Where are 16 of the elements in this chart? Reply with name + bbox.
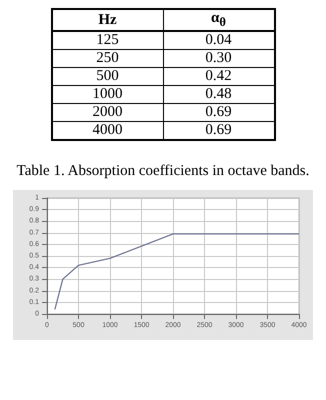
category-label: 2000 [52, 104, 163, 122]
category-label: 1000 [52, 86, 163, 104]
text: 0.30 [205, 50, 232, 66]
caption: Table 1. Absorption coefficients in octave bands. [16, 163, 310, 180]
text: 0.04 [205, 32, 232, 48]
category-label: 4000 [52, 122, 163, 140]
text: 0.69 [205, 122, 232, 138]
text: α$_{θ}$ [163, 9, 274, 31]
text: 0.48 [205, 86, 232, 102]
category-label: 500 [52, 68, 163, 86]
text: Hz [52, 9, 163, 31]
category-label: 250 [52, 50, 163, 68]
text: 0.42 [205, 68, 232, 84]
line-series [54, 233, 300, 310]
text: 0.69 [205, 104, 232, 120]
category-label: 125 [52, 31, 163, 50]
